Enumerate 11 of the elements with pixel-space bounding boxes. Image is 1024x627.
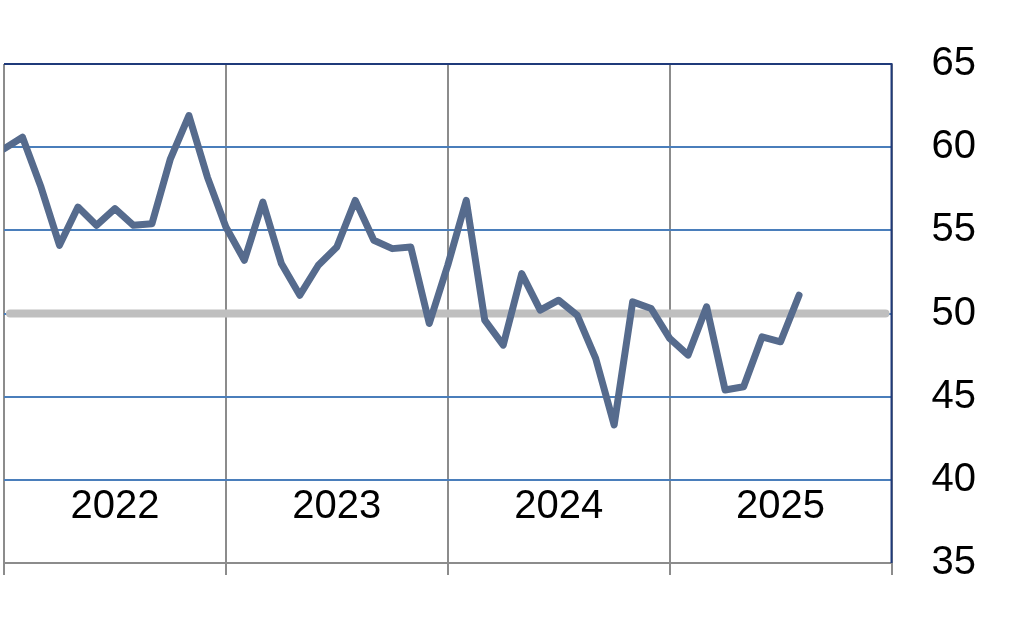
y-tick-label: 40 — [931, 454, 977, 499]
x-tick-label: 2023 — [292, 482, 382, 527]
y-tick-label: 55 — [931, 205, 977, 250]
y-tick-label: 65 — [931, 39, 977, 84]
y-tick-label: 35 — [931, 538, 977, 583]
x-tick-label: 2024 — [514, 482, 604, 527]
x-tick-label: 2022 — [70, 482, 160, 527]
x-tick-label: 2025 — [736, 482, 826, 527]
y-tick-label: 45 — [931, 371, 977, 416]
y-tick-label: 50 — [931, 288, 977, 333]
y-tick-label: 60 — [931, 122, 977, 167]
